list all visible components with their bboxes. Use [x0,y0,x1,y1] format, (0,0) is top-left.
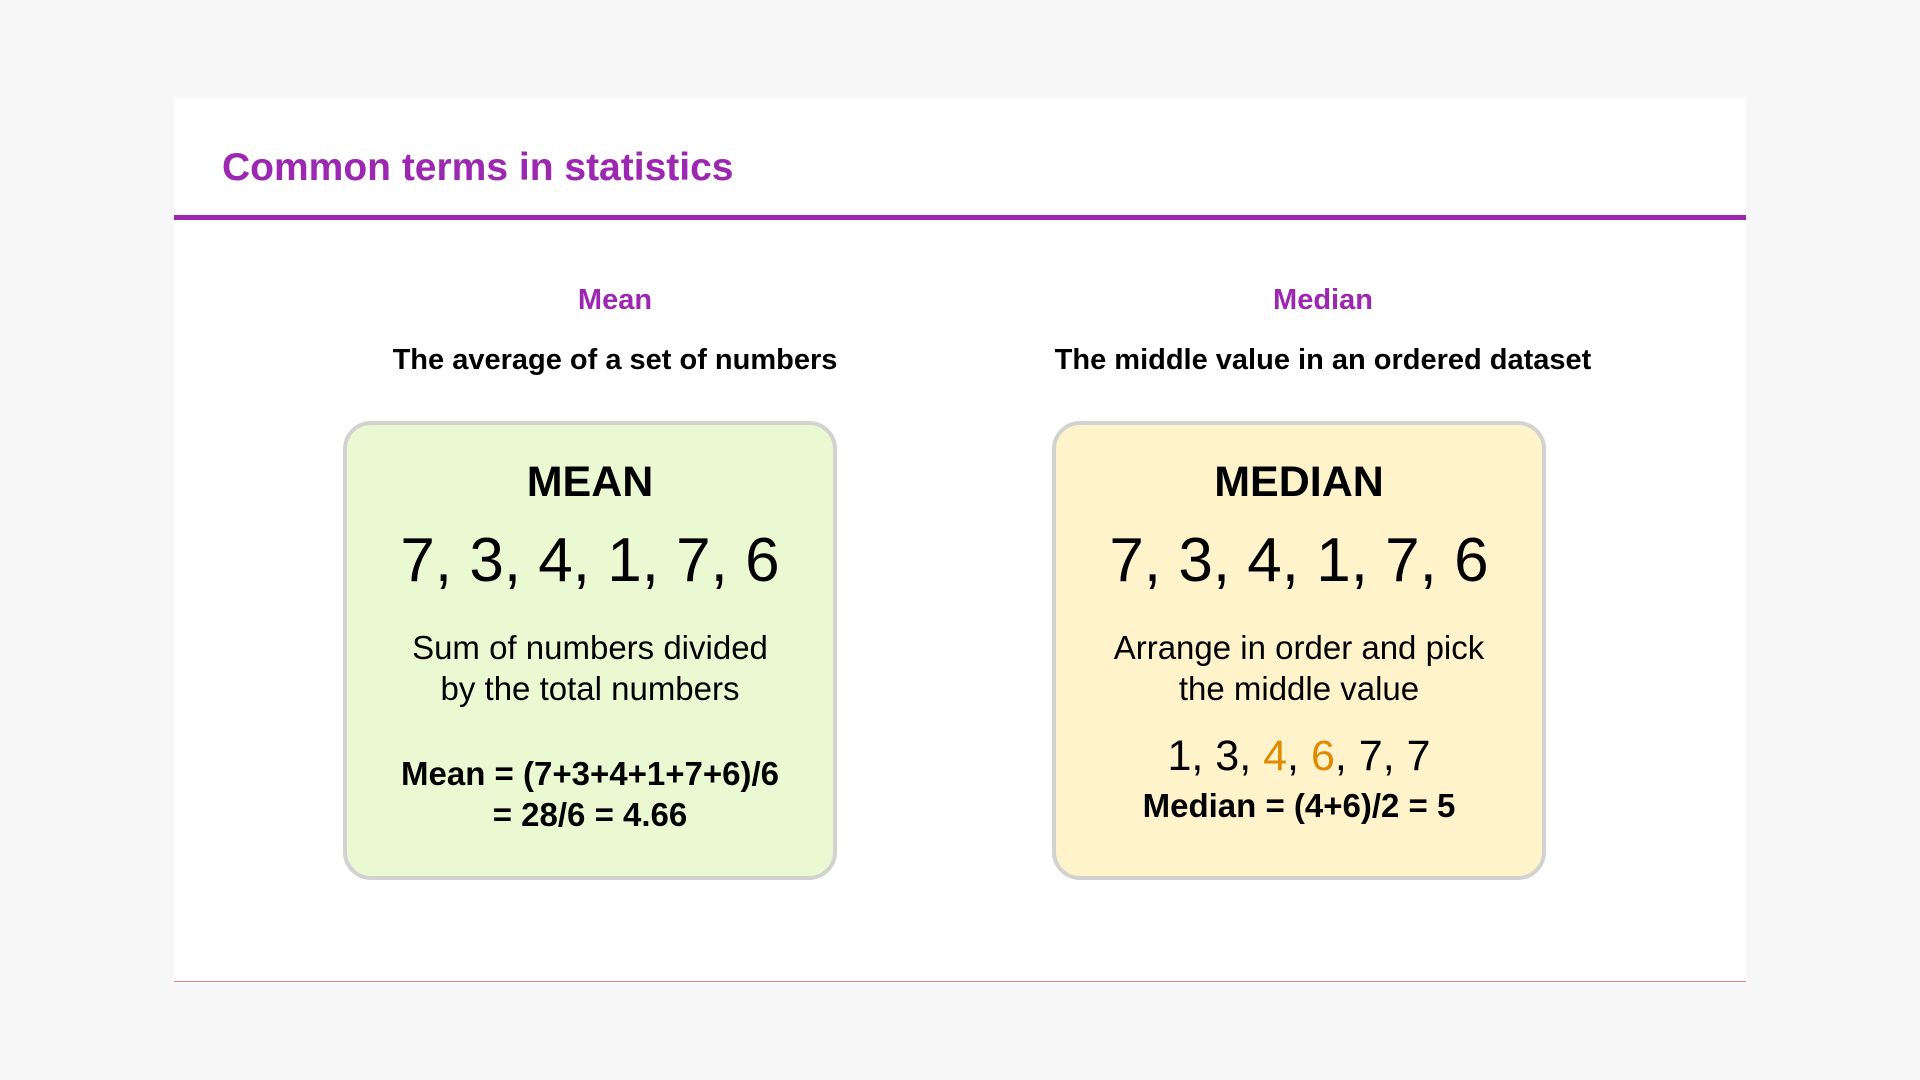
median-explanation-line1: Arrange in order and pick [1113,629,1485,666]
mean-formula-line1: Mean = (7+3+4+1+7+6)/6 [401,755,779,792]
sorted-number: 7 [1406,732,1431,780]
median-formula: Median = (4+6)/2 = 5 [1142,787,1456,824]
mean-card: MEAN 7, 3, 4, 1, 7, 6 Sum of numbers div… [343,421,837,880]
mean-card-numbers: 7, 3, 4, 1, 7, 6 [400,526,780,595]
slide-title: Common terms in statistics [222,146,734,189]
median-explanation-line2: the middle value [1178,670,1420,707]
sorted-number-middle: 4 [1263,732,1288,780]
sorted-number-middle: 6 [1310,732,1335,780]
slide: Common terms in statistics Mean The aver… [174,98,1746,982]
median-description: The middle value in an ordered dataset [1054,344,1592,376]
mean-column: Mean The average of a set of numbers [305,282,925,378]
median-card: MEDIAN 7, 3, 4, 1, 7, 6 Arrange in order… [1052,421,1546,880]
sorted-number: 1 [1167,732,1192,780]
mean-card-title: MEAN [526,458,654,506]
mean-explanation-line2: by the total numbers [440,670,740,707]
median-card-title: MEDIAN [1214,458,1384,506]
mean-explanation-line1: Sum of numbers divided [412,629,768,666]
title-divider [174,215,1746,220]
mean-formula-line2: = 28/6 = 4.66 [492,796,688,833]
median-card-explanation: Arrange in order and pick the middle val… [1056,627,1542,709]
mean-description: The average of a set of numbers [392,344,838,376]
median-heading: Median [1273,284,1373,316]
mean-formula: Mean = (7+3+4+1+7+6)/6 = 28/6 = 4.66 [347,753,833,835]
median-sorted-numbers: 1, 3, 4, 6, 7, 7 [1167,732,1431,780]
sorted-number: 7 [1358,732,1383,780]
median-column: Median The middle value in an ordered da… [1013,282,1633,378]
mean-card-explanation: Sum of numbers divided by the total numb… [347,627,833,709]
mean-heading: Mean [577,284,653,316]
median-card-numbers: 7, 3, 4, 1, 7, 6 [1109,526,1489,595]
sorted-number: 3 [1215,732,1240,780]
